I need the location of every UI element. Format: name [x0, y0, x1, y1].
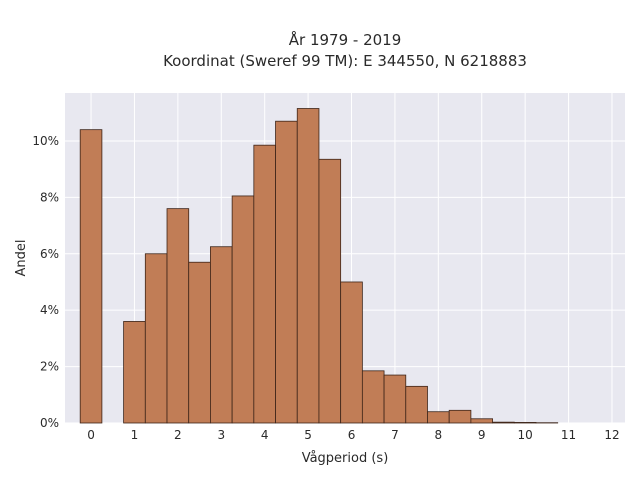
histogram-bar [513, 422, 537, 424]
histogram-bar [318, 158, 342, 424]
y-tick-label: 4% [40, 303, 59, 317]
y-tick-label: 8% [40, 190, 59, 204]
y-tick-label: 2% [40, 360, 59, 374]
histogram-bar [340, 281, 363, 424]
histogram-bar [383, 374, 407, 424]
histogram-bar [188, 261, 211, 424]
x-tick-label: 11 [561, 428, 576, 442]
histogram-bar [231, 195, 255, 424]
x-tick-label: 3 [217, 428, 225, 442]
histogram-bar [210, 246, 233, 424]
histogram-bar [166, 208, 190, 424]
histogram-bar [492, 421, 515, 424]
x-tick-label: 5 [304, 428, 312, 442]
x-tick-label: 6 [348, 428, 356, 442]
x-tick-label: 7 [391, 428, 399, 442]
histogram-bar [361, 370, 385, 424]
chart-subtitle: Koordinat (Sweref 99 TM): E 344550, N 62… [163, 52, 527, 70]
x-tick-label: 1 [131, 428, 139, 442]
histogram-bar [123, 321, 146, 424]
x-tick-label: 4 [261, 428, 269, 442]
x-axis-title: Vågperiod (s) [302, 451, 389, 466]
x-tick-label: 9 [478, 428, 486, 442]
y-tick-label: 10% [32, 134, 59, 148]
x-tick-label: 10 [518, 428, 533, 442]
histogram-bar [275, 120, 298, 424]
histogram-bar [427, 411, 450, 424]
histogram-bar [470, 418, 493, 424]
y-tick-labels: 0% 2% 4% 6% 8% 10% [32, 134, 59, 430]
x-tick-label: 0 [87, 428, 95, 442]
histogram-bar [144, 253, 168, 424]
x-tick-labels: 0 1 2 3 4 5 6 7 8 9 10 11 12 [87, 428, 619, 442]
x-tick-label: 2 [174, 428, 182, 442]
histogram-bar [296, 108, 320, 424]
histogram-bar [79, 129, 103, 424]
histogram-bar [448, 409, 472, 424]
chart-title: År 1979 - 2019 [289, 30, 402, 49]
bars [79, 108, 559, 424]
y-axis-title: Andel [14, 240, 29, 277]
histogram-bar [405, 385, 428, 424]
x-tick-label: 8 [435, 428, 443, 442]
y-tick-label: 0% [40, 416, 59, 430]
x-tick-label: 12 [604, 428, 619, 442]
y-tick-label: 6% [40, 247, 59, 261]
histogram-bar [253, 144, 276, 424]
